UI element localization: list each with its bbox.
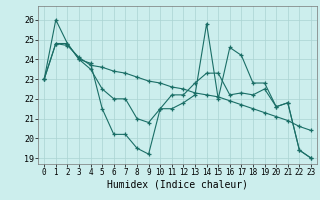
X-axis label: Humidex (Indice chaleur): Humidex (Indice chaleur) xyxy=(107,180,248,190)
